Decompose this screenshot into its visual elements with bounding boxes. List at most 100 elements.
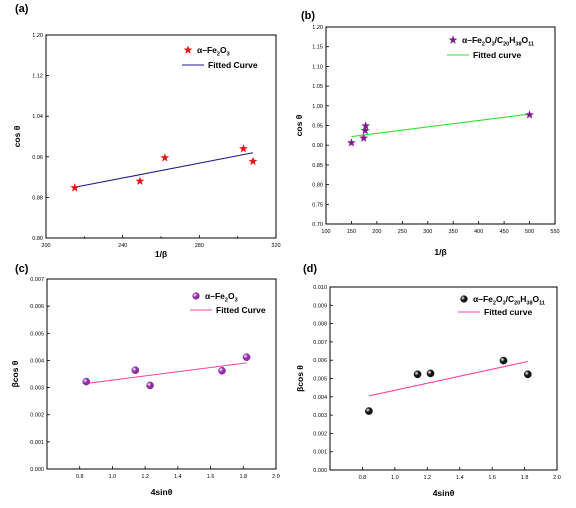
y-tick-label: 0.006 — [313, 358, 327, 364]
data-point — [361, 121, 371, 130]
data-point — [160, 153, 170, 162]
legend-label-fit: Fitted Curve — [208, 60, 258, 70]
y-tick-label: 1.05 — [312, 84, 323, 90]
data-point — [146, 381, 154, 390]
x-tick-label: 1.0 — [391, 475, 399, 481]
x-tick-label: 350 — [449, 229, 458, 235]
x-tick-label: 2.0 — [272, 474, 280, 480]
fitted-curve-line — [74, 152, 254, 188]
y-tick-label: 0.006 — [30, 304, 44, 310]
x-tick-label: 1.4 — [174, 474, 182, 480]
y-tick-label: 0.007 — [30, 277, 44, 283]
x-tick-label: 1.8 — [239, 474, 247, 480]
data-point — [135, 176, 145, 185]
y-tick-label: 0.90 — [312, 143, 323, 149]
x-tick-label: 1.0 — [109, 474, 117, 480]
y-tick-label: 0.000 — [313, 468, 327, 474]
x-tick-label: 240 — [118, 243, 127, 249]
x-tick-label: 250 — [398, 229, 407, 235]
x-tick-label: 0.8 — [76, 474, 84, 480]
data-point — [360, 126, 370, 135]
y-tick-label: 1.12 — [32, 74, 43, 80]
data-point — [248, 156, 258, 166]
y-tick-label: 0.004 — [30, 358, 44, 364]
legend-label-sample: α–Fe2O3/C20H38O11 — [473, 294, 545, 307]
panel-label: (c) — [15, 263, 29, 275]
x-axis-title: 4sinθ — [433, 488, 455, 498]
x-tick-label: 300 — [423, 229, 432, 235]
legend-label-fit: Fitted curve — [473, 50, 521, 60]
x-axis-title: 1/β — [434, 247, 446, 257]
fitted-curve-line — [351, 113, 530, 138]
y-axis-title: βcos θ — [295, 365, 305, 392]
y-tick-label: 0.002 — [313, 431, 327, 437]
y-axis-title: cos θ — [12, 125, 22, 147]
x-tick-label: 200 — [372, 229, 381, 235]
y-tick-label: 0.008 — [313, 322, 327, 328]
y-tick-label: 0.85 — [312, 163, 323, 169]
legend-label-fit: Fitted curve — [484, 307, 532, 317]
panel-a: 200 240 280 320 0.80 0.88 0.96 1.04 1.12 1.20 (a) 1… — [12, 3, 281, 259]
panel-label: (b) — [301, 10, 315, 22]
y-tick-label: 0.75 — [312, 202, 323, 208]
data-point — [242, 353, 251, 362]
legend-marker — [448, 35, 458, 44]
data-point — [218, 366, 226, 375]
y-tick-label: 0.003 — [313, 413, 327, 419]
legend-marker — [192, 292, 200, 300]
y-tick-label: 0.005 — [30, 331, 44, 337]
panel-d: 0.8 1.0 1.2 1.4 1.6 1.8 2.0 0.000 0.001 0.002 0.00… — [295, 263, 561, 498]
x-tick-label: 1.4 — [456, 475, 464, 481]
fitted-curve-line — [86, 362, 247, 385]
fitted-curve-line — [368, 360, 528, 397]
panel-c: 0.8 1.0 1.2 1.4 1.6 1.8 2.0 0.000 0.001 0.002 0.00… — [10, 263, 280, 497]
data-point — [239, 144, 248, 153]
x-axis-title: 1/β — [155, 249, 167, 259]
y-tick-label: 1.00 — [312, 104, 323, 110]
y-axis-title: cos θ — [294, 114, 304, 136]
x-tick-label: 1.6 — [207, 474, 215, 480]
x-tick-label: 1.2 — [141, 474, 149, 480]
data-point — [413, 370, 422, 379]
data-point — [82, 377, 91, 386]
data-point — [131, 366, 140, 375]
y-tick-label: 0.002 — [30, 413, 44, 419]
panel-label: (d) — [303, 263, 317, 275]
y-tick-label: 1.20 — [32, 33, 43, 39]
data-point — [70, 183, 80, 192]
x-tick-label: 1.2 — [423, 475, 431, 481]
x-tick-label: 280 — [195, 243, 204, 249]
y-tick-label: 0.003 — [30, 386, 44, 392]
data-point — [347, 138, 356, 147]
legend-marker — [460, 295, 468, 303]
y-tick-label: 1.04 — [32, 114, 43, 120]
x-tick-label: 320 — [271, 243, 280, 249]
x-axis-title: 4sinθ — [151, 487, 173, 497]
x-tick-label: 450 — [500, 229, 509, 235]
y-tick-label: 0.80 — [32, 236, 43, 242]
y-tick-label: 0.001 — [30, 440, 44, 446]
x-tick-label: 2.0 — [553, 475, 561, 481]
x-tick-label: 1.8 — [521, 475, 529, 481]
data-point — [426, 369, 435, 378]
y-tick-label: 1.15 — [312, 45, 323, 51]
y-tick-label: 0.88 — [32, 195, 43, 201]
y-tick-label: 0.95 — [312, 124, 323, 130]
y-tick-label: 0.007 — [313, 340, 327, 346]
x-tick-label: 1.6 — [488, 475, 496, 481]
data-point — [525, 110, 534, 119]
panel-b: 100 150 200 250 300 350 400 450 500 550 0.70 0.75 0.… — [294, 10, 560, 257]
y-tick-label: 1.20 — [312, 25, 323, 31]
legend-label-sample: α–Fe2O3 — [205, 291, 238, 304]
y-tick-label: 0.96 — [32, 155, 43, 161]
data-point — [499, 356, 508, 365]
y-tick-label: 0.009 — [313, 303, 327, 309]
x-tick-label: 0.8 — [359, 475, 367, 481]
y-tick-label: 1.10 — [312, 64, 323, 70]
x-tick-label: 400 — [474, 229, 483, 235]
legend-marker — [183, 45, 193, 54]
x-tick-label: 100 — [321, 229, 330, 235]
panel-label: (a) — [15, 3, 29, 15]
y-tick-label: 0.001 — [313, 450, 327, 456]
